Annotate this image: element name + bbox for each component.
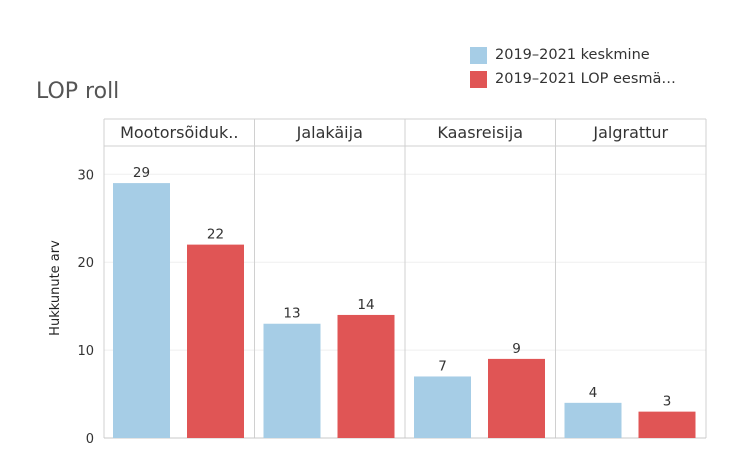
legend-item-lop-eesmark[interactable]: 2019–2021 LOP eesmä… [470,67,676,91]
bar-keskmine[interactable] [263,323,321,438]
panel-frame [103,118,707,439]
value-labels: 29 13 7 4 22 14 9 3 [133,165,671,410]
legend-item-keskmine[interactable]: 2019–2021 keskmine [470,43,676,67]
data-label: 13 [283,306,300,322]
legend-swatch-keskmine [470,46,487,64]
data-label: 4 [589,385,598,401]
bar-lop-eesmark[interactable] [187,244,244,438]
y-tick-label: 30 [77,168,94,183]
data-label: 14 [357,297,374,313]
y-axis-label: Hukkunute arv [48,240,63,336]
bar-lop-eesmark[interactable] [638,411,696,438]
bar-keskmine[interactable] [414,376,471,438]
legend-label-keskmine: 2019–2021 keskmine [495,47,650,63]
bar-keskmine[interactable] [113,183,170,438]
bar-lop-eesmark[interactable] [337,314,395,438]
category-header: Kaasreisija [437,123,523,142]
y-axis: 0 10 20 30 [77,168,94,447]
bars [113,183,696,438]
data-label: 9 [512,341,521,357]
bar-keskmine[interactable] [564,402,622,438]
y-tick-label: 10 [77,344,94,359]
category-headers: Mootorsõiduk.. Jalakäija Kaasreisija Jalgra… [120,123,668,142]
data-label: 22 [207,227,224,243]
data-label: 29 [133,165,150,181]
bar-lop-eesmark[interactable] [488,358,545,438]
legend-label-lop-eesmark: 2019–2021 LOP eesmä… [495,71,676,87]
category-header: Jalgrattur [592,123,668,142]
y-tick-label: 20 [77,256,94,271]
chart-title: LOP roll [36,79,120,104]
legend-swatch-lop-eesmark [470,70,487,88]
legend: 2019–2021 keskmine 2019–2021 LOP eesmä… [470,43,676,91]
data-label: 7 [438,358,447,374]
y-tick-label: 0 [86,432,94,447]
data-label: 3 [663,394,672,410]
category-header: Jalakäija [296,123,363,142]
category-header: Mootorsõiduk.. [120,123,238,142]
